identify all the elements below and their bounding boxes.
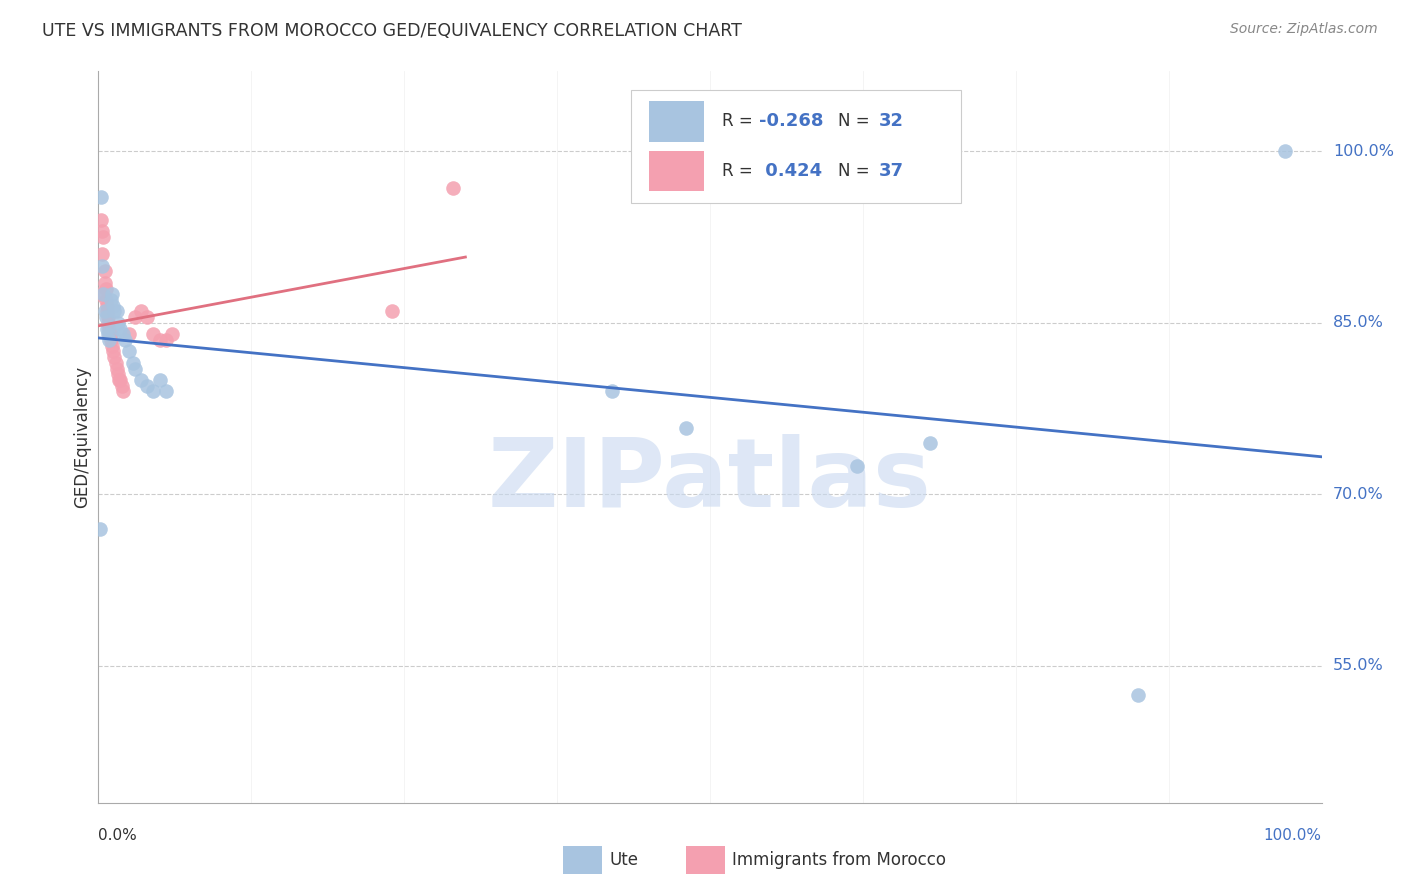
Point (600, 384, 623, 399)
Text: 37: 37 (879, 162, 904, 180)
Point (89, 521, 111, 535)
Point (920, 435, 942, 450)
Point (91, 230, 114, 244)
Point (118, 327, 141, 342)
Point (104, 356, 127, 370)
Point (94, 310, 117, 324)
Point (149, 333, 172, 347)
Point (96, 299, 118, 313)
Point (142, 327, 165, 342)
Point (98, 321, 121, 335)
Point (110, 321, 132, 335)
Text: R =: R = (723, 162, 758, 180)
FancyBboxPatch shape (686, 846, 724, 874)
Point (100, 333, 122, 347)
Text: R =: R = (723, 112, 758, 130)
Point (114, 333, 136, 347)
Point (111, 378, 134, 392)
Point (675, 421, 697, 435)
Point (89, 287, 111, 301)
Text: 0.424: 0.424 (759, 162, 823, 180)
Point (91, 259, 114, 273)
Point (101, 287, 124, 301)
FancyBboxPatch shape (648, 151, 704, 192)
FancyBboxPatch shape (564, 846, 602, 874)
Text: Source: ZipAtlas.com: Source: ZipAtlas.com (1230, 22, 1378, 37)
Point (94, 293, 117, 307)
Point (110, 373, 132, 387)
Point (98, 333, 121, 347)
Point (91, 287, 114, 301)
Point (91, 224, 114, 238)
Text: Immigrants from Morocco: Immigrants from Morocco (733, 851, 946, 869)
Point (441, 181, 464, 195)
Point (101, 299, 124, 313)
Text: N =: N = (838, 112, 876, 130)
Text: -0.268: -0.268 (759, 112, 824, 130)
Point (90, 213, 112, 227)
Point (98, 327, 121, 342)
Point (155, 384, 177, 399)
Point (103, 304, 125, 318)
Point (93, 304, 115, 318)
Text: 0.0%: 0.0% (98, 828, 138, 843)
Point (111, 327, 134, 342)
FancyBboxPatch shape (630, 90, 960, 203)
Point (142, 384, 165, 399)
Text: ZIPatlas: ZIPatlas (488, 434, 932, 527)
Point (94, 281, 117, 295)
Text: 55.0%: 55.0% (1333, 658, 1384, 673)
Point (845, 458, 868, 473)
Point (129, 373, 152, 387)
Point (93, 276, 115, 290)
Point (129, 304, 152, 318)
Point (118, 344, 141, 359)
FancyBboxPatch shape (648, 102, 704, 142)
Point (124, 310, 146, 324)
Point (93, 264, 115, 278)
Point (149, 373, 172, 387)
Point (90, 190, 112, 204)
Point (124, 361, 146, 376)
Point (108, 373, 131, 387)
Y-axis label: GED/Equivalency: GED/Equivalency (73, 366, 91, 508)
Point (101, 339, 124, 353)
Point (100, 293, 122, 307)
Point (107, 368, 129, 382)
Text: N =: N = (838, 162, 876, 180)
Point (155, 333, 177, 347)
Point (100, 327, 122, 342)
Point (381, 304, 404, 318)
Text: 100.0%: 100.0% (1264, 828, 1322, 843)
Text: 70.0%: 70.0% (1333, 487, 1384, 501)
Point (96, 321, 118, 335)
Text: Ute: Ute (610, 851, 638, 869)
Point (1274, 145, 1296, 159)
Point (121, 356, 143, 370)
Point (1128, 689, 1150, 703)
Point (103, 350, 125, 364)
Point (96, 304, 118, 318)
Point (97, 310, 120, 324)
Point (105, 304, 128, 318)
Point (97, 327, 120, 342)
Point (105, 361, 128, 376)
Point (101, 344, 124, 359)
Point (111, 384, 134, 399)
Text: 100.0%: 100.0% (1333, 144, 1393, 159)
Point (136, 310, 159, 324)
Text: 85.0%: 85.0% (1333, 315, 1384, 330)
Point (160, 327, 183, 342)
Point (107, 316, 129, 330)
Text: UTE VS IMMIGRANTS FROM MOROCCO GED/EQUIVALENCY CORRELATION CHART: UTE VS IMMIGRANTS FROM MOROCCO GED/EQUIV… (42, 22, 742, 40)
Point (91, 247, 114, 261)
Text: 32: 32 (879, 112, 904, 130)
Point (136, 378, 159, 392)
Point (97, 316, 120, 330)
